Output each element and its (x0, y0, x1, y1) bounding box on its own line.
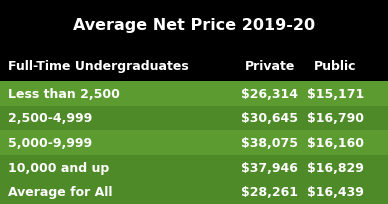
Text: 5,000-9,999: 5,000-9,999 (8, 136, 92, 149)
Text: Less than 2,500: Less than 2,500 (8, 87, 120, 100)
Text: $28,261: $28,261 (241, 185, 298, 198)
Text: Private: Private (244, 59, 295, 72)
Bar (0, 155, 388, 180)
Bar (0, 106, 388, 131)
Text: $37,946: $37,946 (241, 161, 298, 174)
Text: $16,439: $16,439 (307, 185, 364, 198)
Text: 2,500-4,999: 2,500-4,999 (8, 112, 92, 125)
Text: $15,171: $15,171 (307, 87, 364, 100)
Text: $16,829: $16,829 (307, 161, 364, 174)
Text: Full-Time Undergraduates: Full-Time Undergraduates (8, 59, 189, 72)
Bar (0, 0, 388, 50)
Text: $26,314: $26,314 (241, 87, 298, 100)
Bar (0, 50, 388, 82)
Bar (0, 131, 388, 155)
Text: Average Net Price 2019-20: Average Net Price 2019-20 (73, 18, 315, 32)
Text: $16,790: $16,790 (307, 112, 364, 125)
Text: $30,645: $30,645 (241, 112, 298, 125)
Text: $38,075: $38,075 (241, 136, 298, 149)
Bar (0, 82, 388, 106)
Bar (0, 180, 388, 204)
Text: Public: Public (314, 59, 357, 72)
Text: $16,160: $16,160 (307, 136, 364, 149)
Text: Average for All: Average for All (8, 185, 112, 198)
Text: 10,000 and up: 10,000 and up (8, 161, 109, 174)
